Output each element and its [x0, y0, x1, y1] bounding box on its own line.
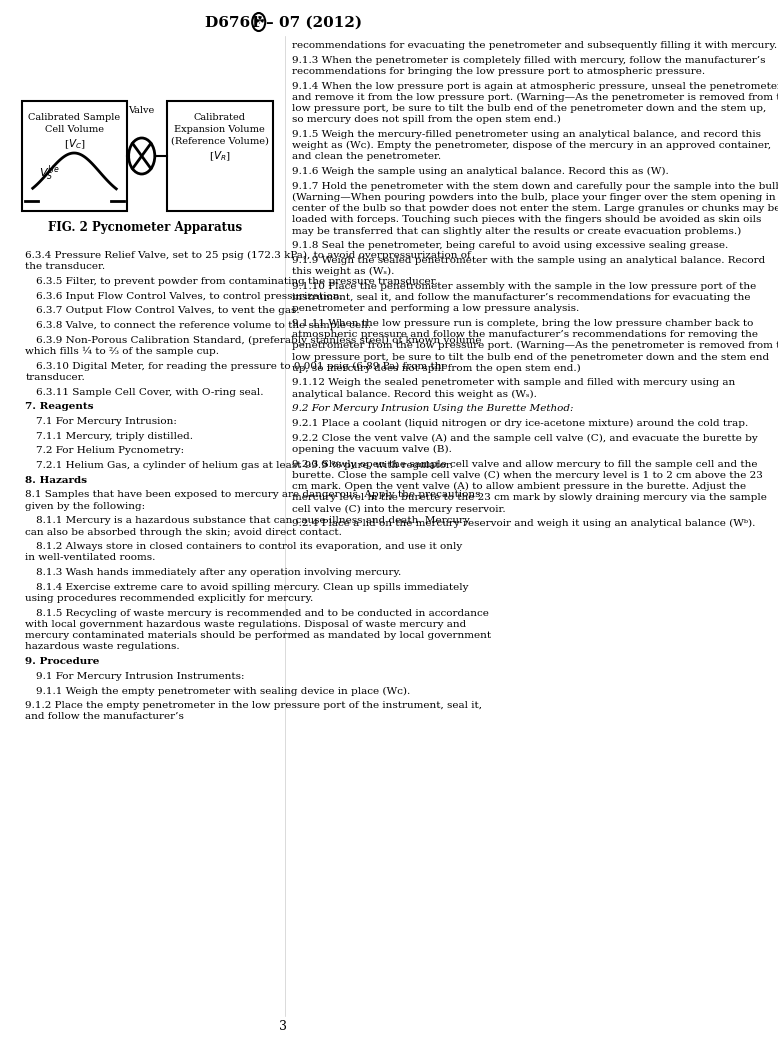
- Text: 9.1.4 When the low pressure port is again at atmospheric pressure, unseal the pe: 9.1.4 When the low pressure port is agai…: [293, 81, 778, 91]
- Text: $V_S^{He}$: $V_S^{He}$: [39, 163, 60, 183]
- Text: 3: 3: [279, 1020, 287, 1033]
- Text: ☘: ☘: [254, 16, 264, 26]
- Text: 9.1.12 Weigh the sealed penetrometer with sample and filled with mercury using a: 9.1.12 Weigh the sealed penetrometer wit…: [293, 378, 735, 387]
- Bar: [167, 101, 272, 211]
- Text: which fills ¼ to ⅔ of the sample cup.: which fills ¼ to ⅔ of the sample cup.: [26, 347, 219, 356]
- Text: this weight as (Wₛ).: this weight as (Wₛ).: [293, 268, 394, 276]
- Text: 8.1.1 Mercury is a hazardous substance that can cause illness and death. Mercury: 8.1.1 Mercury is a hazardous substance t…: [37, 516, 470, 526]
- Text: burette. Close the sample cell valve (C) when the mercury level is 1 to 2 cm abo: burette. Close the sample cell valve (C)…: [293, 471, 763, 480]
- Text: Valve: Valve: [128, 106, 155, 115]
- Text: can also be absorbed through the skin; avoid direct contact.: can also be absorbed through the skin; a…: [26, 528, 342, 536]
- Text: in well-ventilated rooms.: in well-ventilated rooms.: [26, 554, 156, 562]
- Text: 9.1.8 Seal the penetrometer, being careful to avoid using excessive sealing grea: 9.1.8 Seal the penetrometer, being caref…: [293, 242, 728, 250]
- Text: 9. Procedure: 9. Procedure: [26, 657, 100, 666]
- Text: 7. Reagents: 7. Reagents: [26, 402, 94, 411]
- Text: may be transferred that can slightly alter the results or create evacuation prob: may be transferred that can slightly alt…: [293, 227, 741, 235]
- Text: atmospheric pressure and follow the manufacturer’s recommendations for removing : atmospheric pressure and follow the manu…: [293, 330, 758, 339]
- Text: opening the vacuum valve (B).: opening the vacuum valve (B).: [293, 445, 452, 454]
- Text: center of the bulb so that powder does not enter the stem. Large granules or chu: center of the bulb so that powder does n…: [293, 204, 778, 213]
- Text: (Warning—When pouring powders into the bulb, place your finger over the stem ope: (Warning—When pouring powders into the b…: [293, 193, 778, 202]
- Text: 6.3.6 Input Flow Control Valves, to control pressurization.: 6.3.6 Input Flow Control Valves, to cont…: [37, 291, 343, 301]
- Text: and remove it from the low pressure port. (Warning—As the penetrometer is remove: and remove it from the low pressure port…: [293, 93, 778, 102]
- Text: [$V_R$]: [$V_R$]: [209, 149, 231, 162]
- Text: weight as (Wᴄ). Empty the penetrometer, dispose of the mercury in an approved co: weight as (Wᴄ). Empty the penetrometer, …: [293, 142, 771, 150]
- Text: 7.1.1 Mercury, triply distilled.: 7.1.1 Mercury, triply distilled.: [37, 432, 194, 440]
- Text: low pressure port, be sure to tilt the bulb end of the penetrometer down and the: low pressure port, be sure to tilt the b…: [293, 353, 769, 361]
- Text: penetrometer and performing a low pressure analysis.: penetrometer and performing a low pressu…: [293, 304, 580, 313]
- Bar: [22, 101, 127, 211]
- Text: 9.1.1 Weigh the empty penetrometer with sealing device in place (Wᴄ).: 9.1.1 Weigh the empty penetrometer with …: [37, 686, 411, 695]
- Text: (Reference Volume): (Reference Volume): [171, 137, 268, 146]
- Text: Expansion Volume: Expansion Volume: [174, 125, 265, 134]
- Text: instrument, seal it, and follow the manufacturer’s recommendations for evacuatin: instrument, seal it, and follow the manu…: [293, 293, 751, 302]
- Text: 8.1.4 Exercise extreme care to avoid spilling mercury. Clean up spills immediate: 8.1.4 Exercise extreme care to avoid spi…: [37, 583, 469, 591]
- Text: up, so mercury does not spill from the open stem end.): up, so mercury does not spill from the o…: [293, 363, 581, 373]
- Text: cell valve (C) into the mercury reservoir.: cell valve (C) into the mercury reservoi…: [293, 505, 506, 513]
- Text: 9.2.1 Place a coolant (liquid nitrogen or dry ice-acetone mixture) around the co: 9.2.1 Place a coolant (liquid nitrogen o…: [293, 418, 748, 428]
- Text: 9.2.2 Close the vent valve (A) and the sample cell valve (C), and evacuate the b: 9.2.2 Close the vent valve (A) and the s…: [293, 434, 758, 442]
- Text: 8.1.3 Wash hands immediately after any operation involving mercury.: 8.1.3 Wash hands immediately after any o…: [37, 568, 401, 577]
- Text: Cell Volume: Cell Volume: [45, 125, 104, 134]
- Text: FIG. 2 Pycnometer Apparatus: FIG. 2 Pycnometer Apparatus: [48, 221, 243, 234]
- Text: 6.3.5 Filter, to prevent powder from contaminating the pressure transducer.: 6.3.5 Filter, to prevent powder from con…: [37, 277, 438, 286]
- Text: mercury level in the burette to the 23 cm mark by slowly draining mercury via th: mercury level in the burette to the 23 c…: [293, 493, 767, 502]
- Text: 6.3.4 Pressure Relief Valve, set to 25 psig (172.3 kPa), to avoid overpressuriza: 6.3.4 Pressure Relief Valve, set to 25 p…: [26, 251, 471, 260]
- Text: 9.2.4 Place a lid on the mercury reservoir and weigh it using an analytical bala: 9.2.4 Place a lid on the mercury reservo…: [293, 519, 755, 528]
- Text: 9.1.9 Weigh the sealed penetrometer with the sample using an analytical balance.: 9.1.9 Weigh the sealed penetrometer with…: [293, 256, 766, 264]
- Text: 9.1.7 Hold the penetrometer with the stem down and carefully pour the sample int: 9.1.7 Hold the penetrometer with the ste…: [293, 182, 778, 191]
- Text: given by the following:: given by the following:: [26, 502, 145, 510]
- Text: 8.1.5 Recycling of waste mercury is recommended and to be conducted in accordanc: 8.1.5 Recycling of waste mercury is reco…: [37, 609, 489, 617]
- Text: Calibrated: Calibrated: [194, 113, 246, 122]
- Text: so mercury does not spill from the open stem end.): so mercury does not spill from the open …: [293, 116, 561, 124]
- Text: and clean the penetrometer.: and clean the penetrometer.: [293, 152, 441, 161]
- Text: 9.1.6 Weigh the sample using an analytical balance. Record this as (W).: 9.1.6 Weigh the sample using an analytic…: [293, 167, 669, 176]
- Text: 7.2 For Helium Pycnometry:: 7.2 For Helium Pycnometry:: [37, 447, 184, 455]
- Text: penetrometer from the low pressure port. (Warning—As the penetrometer is removed: penetrometer from the low pressure port.…: [293, 341, 778, 351]
- Text: 9.2 For Mercury Intrusion Using the Burette Method:: 9.2 For Mercury Intrusion Using the Bure…: [293, 404, 573, 413]
- Text: 8.1.2 Always store in closed containers to control its evaporation, and use it o: 8.1.2 Always store in closed containers …: [37, 542, 463, 551]
- Text: 6.3.7 Output Flow Control Valves, to vent the gas.: 6.3.7 Output Flow Control Valves, to ven…: [37, 306, 300, 315]
- Text: transducer.: transducer.: [26, 373, 85, 382]
- Text: 9.2.3 Slowly open the sample cell valve and allow mercury to fill the sample cel: 9.2.3 Slowly open the sample cell valve …: [293, 459, 758, 468]
- Text: recommendations for bringing the low pressure port to atmospheric pressure.: recommendations for bringing the low pre…: [293, 67, 706, 76]
- Text: Calibrated Sample: Calibrated Sample: [29, 113, 121, 122]
- Text: with local government hazardous waste regulations. Disposal of waste mercury and: with local government hazardous waste re…: [26, 619, 467, 629]
- Text: analytical balance. Record this weight as (Wₛ).: analytical balance. Record this weight a…: [293, 389, 537, 399]
- Text: loaded with forceps. Touching such pieces with the fingers should be avoided as : loaded with forceps. Touching such piece…: [293, 215, 762, 224]
- Text: using procedures recommended explicitly for mercury.: using procedures recommended explicitly …: [26, 594, 314, 603]
- Text: 9.1.3 When the penetrometer is completely filled with mercury, follow the manufa: 9.1.3 When the penetrometer is completel…: [293, 56, 766, 65]
- Text: 6.3.11 Sample Cell Cover, with O-ring seal.: 6.3.11 Sample Cell Cover, with O-ring se…: [37, 387, 264, 397]
- Text: 6.3.9 Non-Porous Calibration Standard, (preferably stainless steel) of known vol: 6.3.9 Non-Porous Calibration Standard, (…: [37, 335, 482, 345]
- Text: 9.1 For Mercury Intrusion Instruments:: 9.1 For Mercury Intrusion Instruments:: [37, 671, 245, 681]
- Text: mercury contaminated materials should be performed as mandated by local governme: mercury contaminated materials should be…: [26, 631, 492, 640]
- Text: 7.1 For Mercury Intrusion:: 7.1 For Mercury Intrusion:: [37, 416, 177, 426]
- Text: 6.3.10 Digital Meter, for reading the pressure to 0.001 psig (6.89 Pa) from the: 6.3.10 Digital Meter, for reading the pr…: [37, 361, 448, 371]
- Text: recommendations for evacuating the penetrometer and subsequently filling it with: recommendations for evacuating the penet…: [293, 41, 777, 50]
- Text: D6761 – 07 (2012): D6761 – 07 (2012): [205, 16, 362, 30]
- Text: 9.1.2 Place the empty penetrometer in the low pressure port of the instrument, s: 9.1.2 Place the empty penetrometer in th…: [26, 701, 482, 710]
- Text: low pressure port, be sure to tilt the bulb end of the penetrometer down and the: low pressure port, be sure to tilt the b…: [293, 104, 766, 113]
- Text: 6.3.8 Valve, to connect the reference volume to the sample cell.: 6.3.8 Valve, to connect the reference vo…: [37, 321, 371, 330]
- Text: 9.1.11 When the low pressure run is complete, bring the low pressure chamber bac: 9.1.11 When the low pressure run is comp…: [293, 319, 754, 328]
- Text: and follow the manufacturer’s: and follow the manufacturer’s: [26, 712, 184, 721]
- Text: [$V_C$]: [$V_C$]: [64, 137, 86, 151]
- Text: hazardous waste regulations.: hazardous waste regulations.: [26, 642, 180, 652]
- Text: 8.1 Samples that have been exposed to mercury are dangerous. Apply the precautio: 8.1 Samples that have been exposed to me…: [26, 490, 481, 500]
- Text: the transducer.: the transducer.: [26, 262, 106, 272]
- Text: 9.1.10 Place the penetrometer assembly with the sample in the low pressure port : 9.1.10 Place the penetrometer assembly w…: [293, 282, 756, 290]
- Text: cm mark. Open the vent valve (A) to allow ambient pressure in the burette. Adjus: cm mark. Open the vent valve (A) to allo…: [293, 482, 746, 491]
- Text: 7.2.1 Helium Gas, a cylinder of helium gas at least 99.9 % pure, with regulator.: 7.2.1 Helium Gas, a cylinder of helium g…: [37, 461, 454, 469]
- Text: 8. Hazards: 8. Hazards: [26, 476, 87, 485]
- Text: 9.1.5 Weigh the mercury-filled penetrometer using an analytical balance, and rec: 9.1.5 Weigh the mercury-filled penetrome…: [293, 130, 761, 138]
